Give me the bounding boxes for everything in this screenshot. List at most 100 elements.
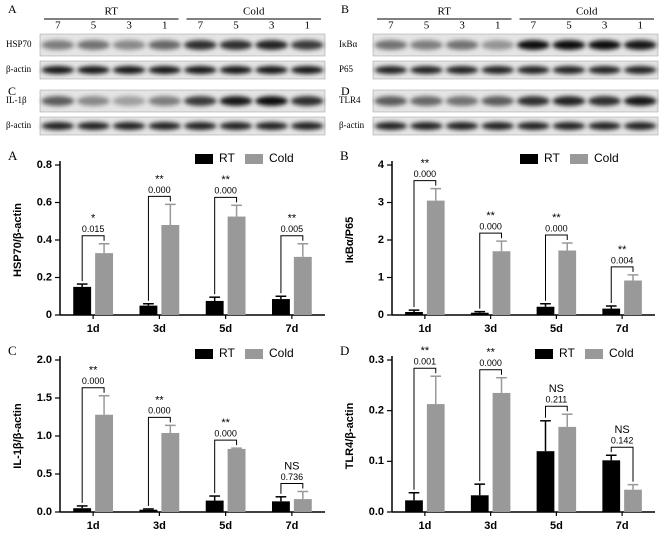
error-bar: [540, 420, 551, 452]
y-tick-label: 0.0: [369, 506, 384, 518]
blot-band: [255, 122, 288, 130]
p-value: 0.000: [214, 429, 237, 439]
group-label: Cold: [243, 6, 265, 18]
lane-label: 5: [424, 20, 430, 32]
blot-band: [516, 66, 550, 74]
blot-band: [374, 40, 408, 50]
row-label: IL-1β: [6, 95, 27, 105]
error-bar: [496, 240, 507, 252]
bar: [95, 414, 114, 512]
significance-label: NS: [614, 424, 629, 436]
bar: [492, 392, 511, 512]
significance-bracket: [610, 266, 634, 303]
y-tick-label: 1.0: [37, 430, 52, 442]
significance-bracket: [280, 482, 304, 494]
error-bar: [164, 424, 176, 433]
significance-label: **: [89, 365, 98, 377]
p-value: 0.211: [545, 395, 567, 405]
p-value: 0.015: [82, 224, 105, 234]
row-label: P65: [339, 64, 354, 74]
bar: [293, 499, 312, 512]
p-value: 0.000: [545, 223, 568, 233]
lane-label: 1: [495, 20, 501, 32]
error-bar: [408, 309, 420, 312]
error-bar: [561, 413, 573, 427]
error-bar: [209, 296, 221, 301]
y-tick-label: 0: [46, 309, 52, 321]
p-value: 0.000: [414, 169, 437, 179]
lane-label: 5: [91, 20, 97, 32]
group-label: Cold: [576, 6, 598, 18]
blot-strip: [39, 116, 326, 136]
bar: [426, 200, 445, 315]
bar: [558, 426, 577, 512]
x-tick-label: 1d: [87, 323, 100, 335]
blot-band: [516, 122, 550, 130]
p-value: 0.001: [414, 357, 437, 367]
p-value: 0.000: [148, 185, 171, 195]
y-tick-label: 0.4: [37, 234, 53, 246]
blot-band: [290, 122, 324, 130]
blot-band: [588, 66, 621, 74]
blot-band: [552, 40, 586, 50]
blot-band: [148, 96, 182, 106]
error-bar: [496, 376, 507, 393]
bar: [205, 300, 224, 315]
significance-bracket: [147, 195, 171, 301]
blot-band: [623, 96, 657, 106]
blot-band: [552, 96, 586, 106]
lane-label: 5: [566, 20, 572, 32]
blot-strip: [39, 60, 326, 80]
legend-swatch: [535, 349, 553, 359]
blot-band: [588, 122, 621, 130]
p-value: 0.142: [611, 436, 634, 446]
blot-band: [41, 96, 75, 106]
y-tick-label: 0.2: [369, 405, 384, 417]
bar: [293, 256, 312, 315]
error-bar: [627, 483, 639, 490]
bar: [602, 460, 621, 512]
significance-bracket: [280, 235, 304, 294]
significance-bracket: [214, 196, 238, 295]
x-tick-label: 1d: [418, 323, 431, 335]
y-tick-label: 2.0: [37, 354, 52, 366]
row-label: β-actin: [6, 120, 32, 130]
bar: [624, 280, 642, 315]
bar: [536, 306, 555, 315]
panel-letter: C: [8, 343, 17, 358]
error-bar: [540, 303, 551, 307]
blot-band: [255, 96, 288, 106]
row-label: TLR4: [339, 95, 361, 105]
y-tick-label: 4: [378, 159, 385, 171]
significance-bracket: [610, 446, 634, 482]
blot-band: [148, 122, 182, 130]
error-bar: [164, 203, 176, 225]
significance-bracket: [81, 235, 105, 282]
significance-label: **: [552, 212, 561, 224]
bar: [73, 508, 92, 512]
legend-label: RT: [219, 151, 235, 165]
row-label: β-actin: [6, 64, 32, 74]
bar: [227, 448, 246, 512]
bar: [139, 509, 158, 512]
significance-label: **: [288, 213, 297, 225]
blot-band: [410, 96, 443, 106]
x-tick-label: 7d: [616, 323, 629, 335]
y-tick-label: 0.0: [37, 506, 52, 518]
x-tick-label: 5d: [550, 520, 563, 532]
significance-bracket: [413, 180, 437, 308]
blot-band: [588, 96, 621, 106]
blot-band: [481, 66, 515, 74]
blot-band: [481, 122, 515, 130]
bar: [602, 308, 621, 315]
legend-swatch: [195, 349, 213, 359]
significance-bracket: [147, 416, 171, 506]
p-value: 0.000: [148, 406, 171, 416]
x-tick-label: 1d: [87, 520, 100, 532]
significance-label: **: [155, 173, 164, 185]
error-bar: [605, 305, 617, 309]
error-bar: [275, 496, 287, 502]
blot-band: [374, 66, 408, 74]
error-bar: [408, 491, 420, 501]
